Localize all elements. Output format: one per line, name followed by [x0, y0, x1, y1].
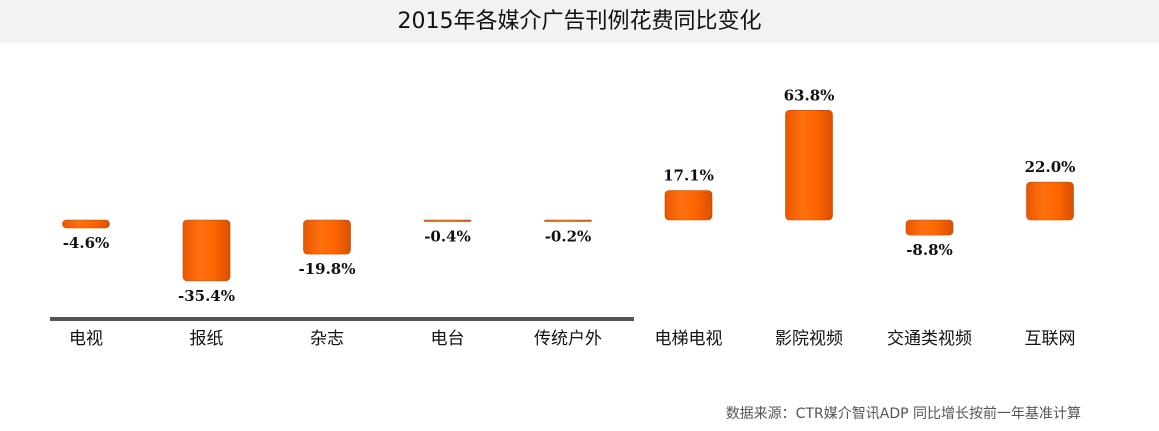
bar-3 — [423, 219, 472, 222]
value-label-4: -0.2% — [545, 228, 592, 246]
category-label-6: 影院视频 — [775, 329, 843, 349]
bar-8 — [1026, 181, 1074, 221]
bars-group — [62, 109, 1074, 282]
bar-7 — [905, 219, 954, 236]
bar-0 — [62, 219, 110, 229]
value-labels-group: -4.6% -35.4% -19.8% -0.4% -0.2% 17.1% 63.8% -8.… — [63, 86, 1076, 305]
category-label-7: 交通类视频 — [887, 329, 972, 349]
category-label-2: 杂志 — [310, 329, 344, 349]
value-label-5: 17.1% — [663, 167, 714, 185]
bar-1 — [182, 219, 231, 282]
category-label-1: 报纸 — [190, 329, 224, 349]
bar-6 — [785, 109, 833, 221]
category-label-4: 传统户外 — [534, 329, 602, 349]
value-label-1: -35.4% — [178, 287, 235, 305]
chart-title: 2015年各媒介广告刊例花费同比变化 — [0, 0, 1159, 43]
value-label-2: -19.8% — [298, 260, 355, 278]
category-label-3: 电台 — [431, 329, 465, 349]
category-label-5: 电梯电视 — [655, 329, 723, 349]
value-label-6: 63.8% — [784, 86, 835, 104]
value-label-0: -4.6% — [63, 234, 110, 252]
value-label-3: -0.4% — [424, 228, 471, 246]
bar-2 — [303, 219, 351, 255]
bar-4 — [544, 219, 592, 222]
category-label-8: 互联网 — [1025, 329, 1076, 349]
category-labels-group: 电视 报纸 杂志 电台 传统户外 电梯电视 影院视频 交通类视频 互联网 — [69, 329, 1076, 349]
category-label-0: 电视 — [69, 329, 103, 349]
bar-5 — [664, 190, 713, 221]
value-label-7: -8.8% — [906, 241, 953, 259]
source-note: 数据来源：CTR媒介智讯ADP 同比增长按前一年基准计算 — [725, 406, 1081, 422]
value-label-8: 22.0% — [1025, 158, 1076, 176]
